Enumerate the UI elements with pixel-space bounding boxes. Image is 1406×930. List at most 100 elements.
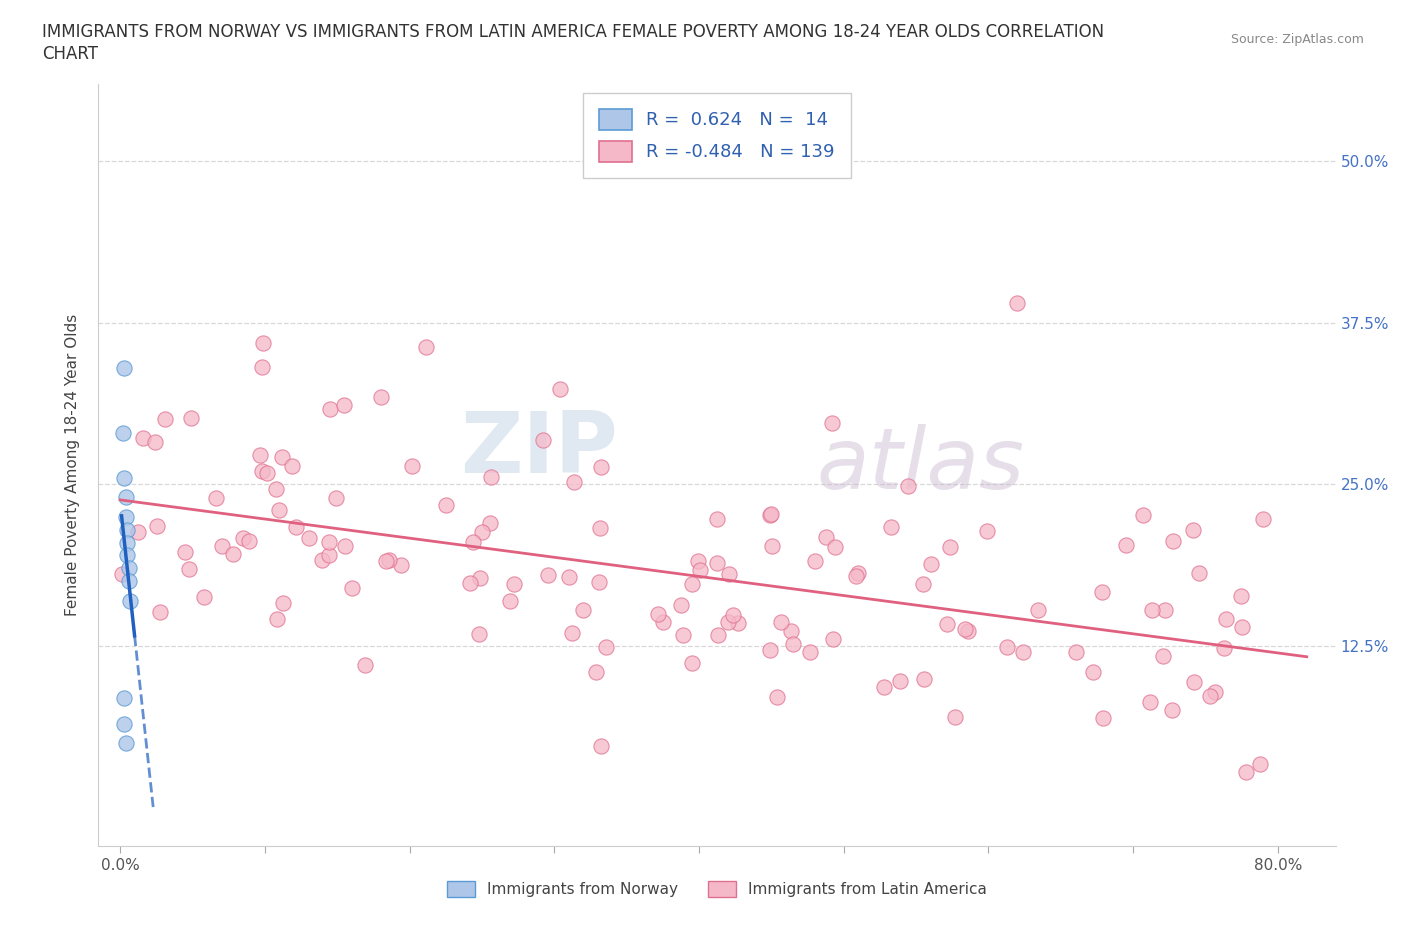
Point: [1161, 702, 1184, 717]
Text: atlas: atlas: [815, 423, 1024, 507]
Point: [222, 547, 245, 562]
Point: [939, 539, 962, 554]
Text: ZIP: ZIP: [460, 408, 619, 491]
Point: [132, 431, 155, 445]
Point: [588, 575, 610, 590]
Point: [1251, 512, 1274, 526]
Point: [1064, 644, 1087, 659]
Point: [118, 574, 141, 589]
Point: [721, 608, 744, 623]
Point: [354, 658, 377, 672]
Point: [589, 738, 612, 753]
Point: [921, 556, 943, 571]
Point: [717, 566, 740, 581]
Point: [1139, 695, 1161, 710]
Point: [1007, 296, 1029, 311]
Point: [256, 466, 278, 481]
Point: [1182, 674, 1205, 689]
Point: [143, 434, 166, 449]
Point: [880, 520, 903, 535]
Point: [266, 611, 288, 626]
Point: [458, 576, 481, 591]
Point: [589, 459, 612, 474]
Point: [479, 470, 502, 485]
Point: [889, 673, 911, 688]
Point: [1181, 523, 1204, 538]
Point: [1140, 603, 1163, 618]
Point: [766, 690, 789, 705]
Point: [823, 631, 845, 646]
Point: [821, 416, 844, 431]
Point: [115, 510, 138, 525]
Point: [727, 616, 749, 631]
Point: [153, 411, 176, 426]
Point: [111, 566, 134, 581]
Point: [1161, 534, 1184, 549]
Point: [531, 432, 554, 447]
Point: [912, 577, 935, 591]
Point: [204, 491, 226, 506]
Point: [461, 535, 484, 550]
Point: [686, 554, 709, 569]
Point: [118, 561, 141, 576]
Point: [1230, 589, 1253, 604]
Point: [717, 614, 740, 629]
Point: [671, 628, 693, 643]
Point: [250, 360, 273, 375]
Point: [117, 535, 139, 550]
Point: [814, 530, 837, 545]
Point: [953, 621, 976, 636]
Point: [252, 336, 274, 351]
Point: [115, 490, 138, 505]
Point: [589, 521, 612, 536]
Point: [471, 525, 494, 540]
Point: [374, 553, 396, 568]
Point: [943, 710, 966, 724]
Point: [478, 515, 501, 530]
Point: [333, 397, 356, 412]
Point: [499, 593, 522, 608]
Point: [897, 479, 920, 494]
Point: [1091, 711, 1114, 725]
Point: [669, 597, 692, 612]
Point: [956, 623, 979, 638]
Point: [502, 577, 524, 591]
Point: [264, 481, 287, 496]
Text: Source: ZipAtlas.com: Source: ZipAtlas.com: [1230, 33, 1364, 46]
Point: [1026, 603, 1049, 618]
Point: [389, 558, 412, 573]
Point: [249, 448, 271, 463]
Point: [117, 548, 139, 563]
Point: [759, 643, 782, 658]
Point: [595, 640, 617, 655]
Point: [284, 519, 307, 534]
Point: [281, 459, 304, 474]
Point: [211, 538, 233, 553]
Point: [436, 498, 458, 512]
Point: [149, 604, 172, 619]
Point: [1152, 649, 1174, 664]
Point: [1204, 684, 1226, 699]
Point: [780, 624, 803, 639]
Point: [995, 639, 1018, 654]
Point: [761, 538, 783, 553]
Point: [267, 503, 290, 518]
Point: [759, 508, 782, 523]
Point: [1199, 688, 1222, 703]
Point: [298, 531, 321, 546]
Point: [759, 507, 782, 522]
Point: [325, 491, 347, 506]
Point: [706, 512, 728, 526]
Point: [232, 531, 254, 546]
Point: [1154, 603, 1177, 618]
Point: [572, 603, 595, 618]
Point: [689, 563, 711, 578]
Point: [647, 606, 669, 621]
Point: [271, 449, 294, 464]
Point: [681, 656, 703, 671]
Point: [401, 458, 423, 473]
Point: [318, 535, 340, 550]
Point: [193, 590, 215, 604]
Point: [585, 665, 607, 680]
Point: [238, 533, 260, 548]
